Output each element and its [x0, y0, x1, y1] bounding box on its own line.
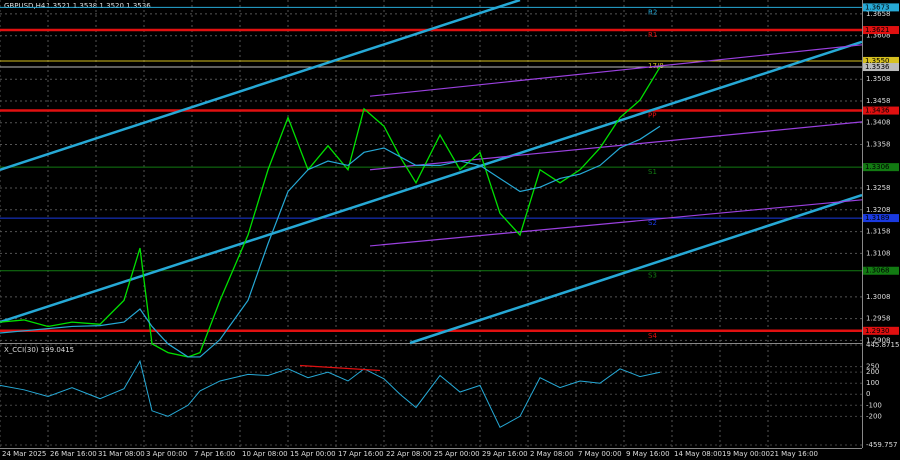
symbol: GBPUSD,H4 — [4, 2, 46, 10]
y-tick-label: 1.3508 — [866, 75, 891, 83]
cci-tick-label: 100 — [866, 379, 879, 387]
cci-title: X_CCI(30) 199.0415 — [4, 346, 74, 354]
cci-tick-label: -200 — [866, 412, 882, 420]
y-tick-label: 1.2908 — [866, 336, 891, 344]
y-tick-label: 1.3258 — [866, 184, 891, 192]
x-tick-label: 22 Apr 08:00 — [386, 450, 432, 458]
level-tag: PP — [648, 112, 656, 120]
level-label: 1.3436 — [865, 107, 890, 115]
y-tick-label: 1.2958 — [866, 315, 891, 323]
cci-tick-label: -100 — [866, 401, 882, 409]
moving-average — [0, 125, 661, 358]
level-box — [863, 3, 899, 12]
y-tick-label: 1.3208 — [866, 206, 891, 214]
level-tag: S1 — [648, 168, 657, 176]
level-tag: S4 — [648, 332, 657, 340]
cci-tick-label: 445.8715 — [866, 341, 899, 349]
level-label: 1.3306 — [865, 163, 890, 171]
level-box — [863, 106, 899, 115]
level-label: 1.3068 — [865, 267, 890, 275]
ohlc: 1.3521 1.3538 1.3520 1.3536 — [46, 2, 151, 10]
x-tick-label: 9 May 16:00 — [626, 450, 670, 458]
level-box — [863, 56, 899, 65]
x-tick-label: 3 Apr 00:00 — [146, 450, 187, 458]
y-tick-label: 1.3658 — [866, 10, 891, 18]
x-tick-label: 31 Mar 08:00 — [98, 450, 145, 458]
x-tick-label: 15 Apr 00:00 — [290, 450, 336, 458]
x-tick-label: 25 Apr 00:00 — [434, 450, 480, 458]
level-label: 1.3621 — [865, 26, 890, 34]
level-box — [863, 163, 899, 172]
level-tag: R2 — [648, 8, 657, 16]
cci-tick-label: 250 — [866, 363, 879, 371]
trendline — [369, 44, 863, 97]
cci-tick-label: 0 — [866, 390, 870, 398]
y-tick-label: 1.3008 — [866, 293, 891, 301]
level-box — [863, 26, 899, 35]
x-tick-label: 19 May 00:00 — [722, 450, 770, 458]
level-box — [863, 214, 899, 223]
trendline — [369, 199, 863, 247]
x-tick-label: 7 Apr 16:00 — [194, 450, 235, 458]
level-label: 1.3536 — [865, 63, 890, 71]
y-tick-label: 1.3108 — [866, 249, 891, 257]
x-tick-label: 7 May 00:00 — [578, 450, 622, 458]
cci-tick-label: -459.757 — [866, 441, 897, 449]
y-tick-label: 1.3408 — [866, 119, 891, 127]
level-label: 1.3673 — [865, 3, 890, 11]
price-line — [0, 66, 661, 358]
level-box — [863, 326, 899, 335]
level-box — [863, 63, 899, 72]
level-tag: S3 — [648, 272, 657, 280]
level-box — [863, 266, 899, 275]
y-tick-label: 1.3158 — [866, 228, 891, 236]
x-tick-label: 10 Apr 08:00 — [242, 450, 288, 458]
x-tick-label: 29 Apr 16:00 — [482, 450, 528, 458]
x-tick-label: 21 May 16:00 — [770, 450, 818, 458]
y-tick-label: 1.3458 — [866, 97, 891, 105]
trendline — [369, 121, 863, 171]
x-tick-label: 17 Apr 16:00 — [338, 450, 384, 458]
y-tick-label: 1.3608 — [866, 32, 891, 40]
cci-line — [0, 359, 661, 429]
level-label: 1.3189 — [865, 214, 890, 222]
trendline — [0, 0, 521, 171]
x-tick-label: 24 Mar 2025 — [2, 450, 46, 458]
x-tick-label: 14 May 08:00 — [674, 450, 722, 458]
cci-tick-label: 200 — [866, 368, 879, 376]
level-tag: S2 — [648, 219, 657, 227]
x-tick-label: 26 Mar 16:00 — [50, 450, 97, 458]
trendline — [409, 193, 863, 345]
level-label: 1.2930 — [865, 327, 890, 335]
level-label: 1.3550 — [865, 57, 890, 65]
y-tick-label: 1.3358 — [866, 141, 891, 149]
level-tag: R1 — [648, 31, 657, 39]
x-tick-label: 2 May 08:00 — [530, 450, 574, 458]
divergence-line — [299, 364, 381, 372]
